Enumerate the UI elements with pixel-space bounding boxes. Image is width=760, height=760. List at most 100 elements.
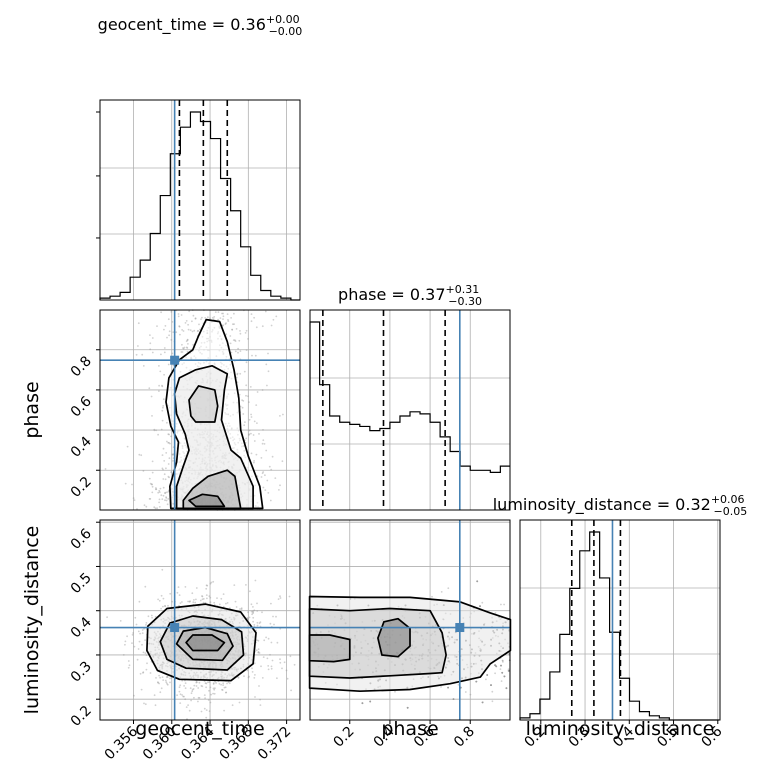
sample-point <box>235 376 238 379</box>
sample-point <box>253 316 256 319</box>
sample-point <box>507 670 510 672</box>
sample-point <box>161 419 164 422</box>
sample-point <box>238 701 241 704</box>
sample-point <box>168 441 170 444</box>
sample-point <box>171 321 174 323</box>
truth-marker <box>170 623 180 633</box>
sample-point <box>210 693 213 696</box>
sample-point <box>162 494 165 497</box>
sample-point <box>222 318 224 320</box>
sample-point <box>234 340 237 342</box>
sample-point <box>285 669 288 672</box>
sample-point <box>155 488 157 491</box>
panel-title-luminosity-distance: luminosity_distance = 0.32+0.06 −0.05 <box>493 493 748 518</box>
sample-point <box>160 353 162 356</box>
x-axis-label-luminosity-distance: luminosity_distance <box>526 718 715 740</box>
sample-point <box>172 453 175 456</box>
sample-point <box>190 692 193 695</box>
sample-point <box>243 675 245 677</box>
sample-point <box>157 681 160 684</box>
sample-point <box>213 688 216 691</box>
sample-point <box>186 347 189 349</box>
density-geocent_time-vs-luminosity_distance-frame <box>99 519 301 721</box>
sample-point <box>160 494 163 497</box>
sample-point <box>168 330 171 333</box>
sample-point <box>167 604 169 607</box>
sample-point <box>224 323 227 325</box>
sample-point <box>481 701 484 704</box>
sample-point <box>486 674 489 676</box>
sample-point <box>137 322 140 325</box>
sample-point <box>235 606 238 608</box>
sample-point <box>161 568 164 571</box>
sample-point <box>197 700 199 703</box>
sample-point <box>490 684 492 686</box>
sample-point <box>256 621 259 624</box>
sample-point <box>361 702 364 705</box>
sample-point <box>226 313 229 315</box>
sample-point <box>214 680 217 683</box>
sample-point <box>495 665 498 668</box>
sample-point <box>239 350 242 352</box>
sample-point <box>250 610 253 613</box>
sample-point <box>196 330 199 332</box>
sample-point <box>495 665 498 668</box>
sample-point <box>208 710 211 713</box>
sample-point <box>204 682 207 685</box>
sample-point <box>213 692 216 695</box>
sample-point <box>198 323 200 326</box>
sample-point <box>251 667 253 670</box>
sample-point <box>251 671 254 673</box>
sample-point <box>244 332 247 334</box>
sample-point <box>166 675 169 678</box>
sample-point <box>161 385 164 388</box>
sample-point <box>247 676 250 679</box>
sample-point <box>104 468 107 470</box>
sample-point <box>481 701 484 704</box>
sample-point <box>148 498 151 500</box>
sample-point <box>191 320 193 323</box>
sample-point <box>167 490 170 493</box>
sample-point <box>476 580 479 583</box>
sample-point <box>142 672 144 674</box>
sample-point <box>203 694 206 696</box>
sample-point <box>151 351 154 354</box>
sample-point <box>481 601 484 604</box>
sample-point <box>479 605 481 608</box>
sample-point <box>193 696 195 699</box>
sample-point <box>182 695 185 698</box>
sample-point <box>195 587 198 589</box>
sample-point <box>481 701 484 704</box>
sample-point <box>181 601 183 603</box>
sample-point <box>161 676 164 678</box>
sample-point <box>145 622 148 624</box>
hist-step-geocent_time <box>99 111 300 301</box>
sample-point <box>239 330 241 332</box>
sample-point <box>270 641 273 644</box>
sample-point <box>155 677 157 679</box>
sample-point <box>199 599 202 602</box>
sample-point <box>166 503 169 506</box>
sample-point <box>452 698 455 700</box>
sample-point <box>168 476 171 479</box>
panel-title-geocent-time: geocent_time = 0.36+0.00 −0.00 <box>98 13 303 38</box>
sample-point <box>157 433 160 436</box>
sample-point <box>153 428 156 431</box>
sample-point <box>259 704 262 706</box>
sample-point <box>279 658 281 661</box>
sample-point <box>165 499 168 502</box>
sample-point <box>160 428 163 431</box>
sample-point <box>406 706 409 709</box>
sample-point <box>261 442 264 445</box>
sample-point <box>144 652 147 655</box>
sample-point <box>161 498 164 500</box>
sample-point <box>141 353 144 356</box>
sample-point <box>225 691 228 694</box>
sample-point <box>179 333 181 336</box>
sample-point <box>158 599 161 602</box>
sample-point <box>160 607 163 610</box>
sample-point <box>169 681 171 684</box>
sample-point <box>158 384 161 387</box>
sample-point <box>262 656 265 658</box>
sample-point <box>164 491 167 494</box>
